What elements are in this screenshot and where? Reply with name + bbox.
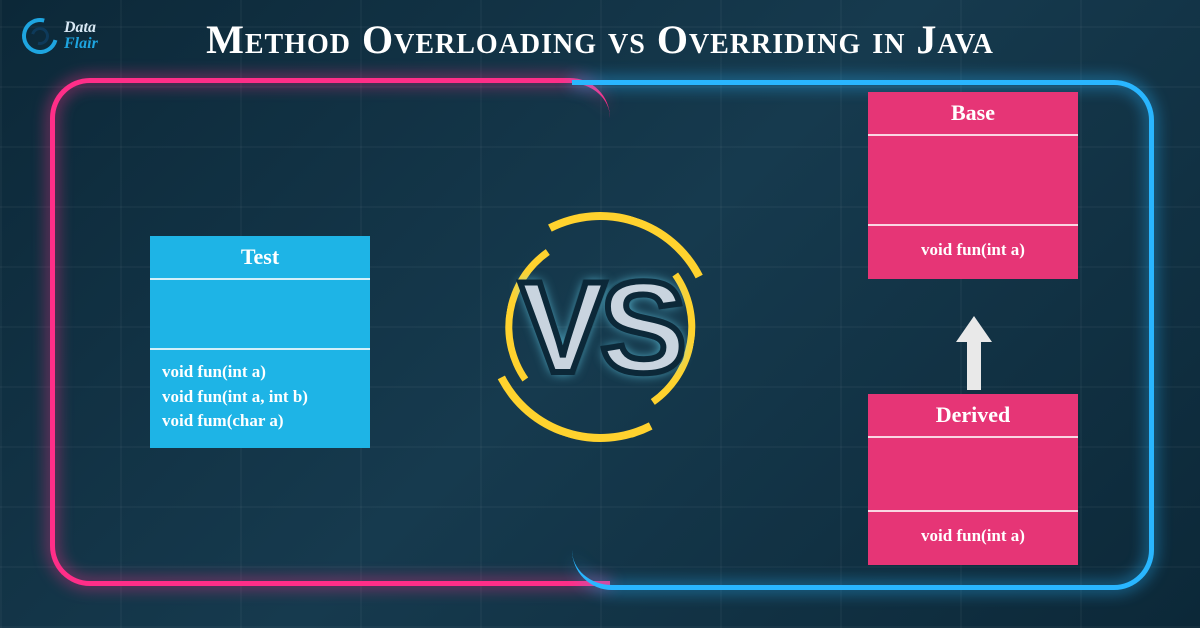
uml-box-base: Base void fun(int a)	[868, 92, 1078, 279]
uml-method: void fun(int a)	[162, 360, 358, 385]
uml-class-name: Base	[868, 92, 1078, 136]
uml-box-test: Test void fun(int a) void fun(int a, int…	[150, 236, 370, 448]
uml-method: void fun(int a, int b)	[162, 385, 358, 410]
uml-attributes-empty	[868, 136, 1078, 226]
uml-class-name: Test	[150, 236, 370, 280]
uml-methods-list: void fun(int a)	[868, 226, 1078, 279]
uml-attributes-empty	[150, 280, 370, 350]
uml-method: void fum(char a)	[162, 409, 358, 434]
uml-method: void fun(int a)	[921, 526, 1025, 545]
vs-badge: VS	[519, 252, 680, 402]
page-title: Method Overloading vs Overriding in Java	[0, 16, 1200, 63]
uml-methods-list: void fun(int a)	[868, 512, 1078, 565]
vs-label: VS	[519, 252, 680, 402]
uml-attributes-empty	[868, 438, 1078, 512]
uml-box-derived: Derived void fun(int a)	[868, 394, 1078, 565]
inheritance-arrow-icon	[954, 316, 994, 395]
uml-class-name: Derived	[868, 394, 1078, 438]
uml-methods-list: void fun(int a) void fun(int a, int b) v…	[150, 350, 370, 448]
uml-method: void fun(int a)	[921, 240, 1025, 259]
